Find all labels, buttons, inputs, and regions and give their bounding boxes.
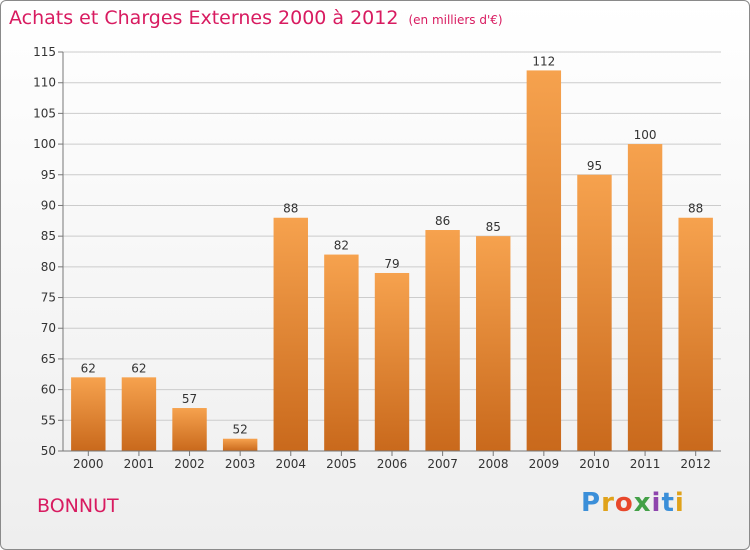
logo-letter: t	[661, 488, 675, 518]
y-tick-label: 85	[41, 229, 56, 243]
y-tick-label: 95	[41, 168, 56, 182]
x-tick-label: 2002	[174, 457, 205, 471]
y-tick-label: 60	[41, 383, 56, 397]
x-tick-label: 2008	[478, 457, 509, 471]
bar-value-label: 62	[131, 361, 146, 375]
chart-title-block: Achats et Charges Externes 2000 à 2012 (e…	[9, 7, 503, 29]
y-tick-label: 80	[41, 260, 56, 274]
bar-value-label: 52	[233, 423, 248, 437]
y-tick-label: 65	[41, 352, 56, 366]
bar	[526, 70, 562, 452]
x-tick-label: 2000	[73, 457, 104, 471]
bars	[71, 70, 713, 452]
bar-value-label: 86	[435, 214, 450, 228]
bar	[324, 254, 359, 451]
logo-letter: i	[651, 488, 662, 518]
x-tick-label: 2001	[124, 457, 155, 471]
bar	[71, 377, 106, 451]
bar	[121, 377, 157, 451]
axes: 50 55 60 65 70 75 80 85 90 95 100 105 110 115 2000 2001…	[33, 45, 721, 471]
commune-name: BONNUT	[37, 495, 119, 517]
y-tick-label: 105	[33, 106, 56, 120]
bar-value-label: 88	[688, 202, 703, 216]
y-tick-label: 110	[33, 76, 56, 90]
y-tick-label: 50	[41, 444, 56, 458]
bar-value-label: 112	[532, 54, 555, 68]
chart-title: Achats et Charges Externes 2000 à 2012	[9, 7, 399, 29]
bar	[374, 272, 410, 451]
bar-value-label: 85	[486, 220, 501, 234]
y-tick-label: 75	[41, 291, 56, 305]
x-tick-label: 2012	[680, 457, 711, 471]
y-tick-label: 70	[41, 321, 56, 335]
bar	[476, 236, 511, 451]
x-tick-label: 2010	[579, 457, 610, 471]
logo-letter: i	[674, 488, 685, 518]
x-tick-label: 2003	[225, 457, 256, 471]
x-tick-label: 2004	[275, 457, 306, 471]
logo-letter: r	[601, 488, 615, 518]
bar	[172, 408, 207, 451]
bar-value-label: 62	[81, 361, 96, 375]
bar	[577, 174, 612, 451]
x-tick-label: 2009	[529, 457, 560, 471]
bar-value-label: 95	[587, 159, 602, 173]
bar	[678, 217, 713, 451]
logo-letter: o	[614, 488, 634, 518]
y-tick-label: 55	[41, 413, 56, 427]
bar	[425, 230, 460, 451]
bar-value-label: 82	[334, 239, 349, 253]
data-labels: 62 62 57 52 88 82 79 86 85 112 95 100 88	[81, 54, 704, 436]
proxiti-logo: Proxiti	[581, 488, 685, 518]
x-tick-label: 2005	[326, 457, 357, 471]
bar	[222, 438, 258, 451]
bar	[273, 217, 308, 451]
y-tick-label: 115	[33, 45, 56, 59]
bar-value-label: 88	[283, 202, 298, 216]
logo-letter: x	[633, 488, 652, 518]
bar-value-label: 57	[182, 392, 197, 406]
y-tick-label: 100	[33, 137, 56, 151]
y-tick-label: 90	[41, 198, 56, 212]
chart-unit: (en milliers d'€)	[408, 13, 503, 27]
x-tick-label: 2011	[630, 457, 661, 471]
bar	[627, 144, 663, 452]
bar-value-label: 100	[634, 128, 657, 142]
x-tick-label: 2007	[427, 457, 458, 471]
logo-letter: P	[581, 488, 602, 518]
x-tick-label: 2006	[377, 457, 408, 471]
bar-value-label: 79	[384, 257, 399, 271]
